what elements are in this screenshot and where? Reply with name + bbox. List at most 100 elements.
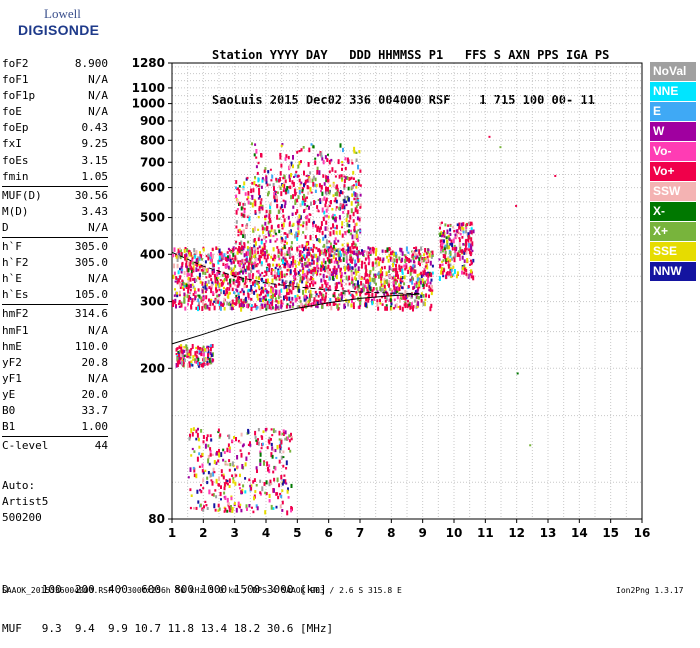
echo-point [354, 268, 357, 273]
echo-point [220, 304, 223, 307]
echo-point [196, 276, 199, 280]
y-tick-label: 1000 [132, 97, 165, 111]
echo-point [257, 177, 260, 183]
echo-point [283, 184, 286, 189]
echo-point [258, 184, 261, 188]
echo-point [243, 253, 246, 258]
echo-point [263, 461, 265, 466]
echo-point [274, 430, 277, 433]
echo-point [307, 162, 310, 167]
echo-point [268, 304, 271, 310]
echo-point [331, 167, 334, 172]
echo-point [236, 199, 239, 204]
param-value: 0.43 [81, 121, 109, 135]
echo-point [466, 239, 469, 242]
echo-point [445, 272, 448, 275]
echo-point [395, 255, 398, 259]
echo-point [343, 185, 346, 190]
echo-point [240, 432, 243, 437]
echo-point [192, 466, 195, 470]
echo-point [172, 302, 175, 307]
echo-point [352, 240, 355, 246]
echo-point [453, 244, 456, 247]
param-row: B1 1.00 [2, 419, 108, 435]
echo-point [364, 264, 367, 270]
echo-point [277, 495, 280, 500]
echo-point [238, 276, 241, 281]
echo-point [299, 186, 302, 190]
echo-point [204, 290, 207, 294]
echo-point [296, 305, 299, 308]
echo-point [238, 242, 241, 245]
echo-point [470, 237, 473, 242]
x-tick-label: 7 [356, 526, 364, 540]
echo-point [320, 278, 323, 283]
echo-point [270, 442, 273, 447]
echo-point [281, 184, 284, 188]
echo-point [441, 242, 443, 247]
echo-point [389, 274, 391, 278]
echo-point [191, 298, 194, 303]
echo-point [251, 265, 254, 270]
echo-point [415, 249, 418, 252]
echo-point [228, 287, 231, 291]
echo-point [324, 234, 327, 239]
echo-point [190, 363, 193, 367]
echo-point [264, 215, 266, 218]
echo-point [333, 200, 336, 203]
echo-point [444, 254, 447, 260]
echo-point [309, 282, 311, 288]
echo-point [334, 282, 337, 286]
echo-point [264, 289, 267, 293]
echo-point [301, 263, 304, 268]
echo-point [441, 248, 444, 253]
echo-point [240, 212, 243, 217]
echo-point [300, 160, 302, 164]
echo-point [299, 183, 302, 186]
echo-point [306, 264, 309, 268]
echo-point [360, 280, 363, 286]
echo-point [279, 152, 282, 156]
echo-point [417, 301, 420, 306]
echo-point [218, 293, 221, 297]
echo-point [252, 480, 255, 484]
echo-point [175, 305, 177, 309]
echo-point [233, 283, 236, 287]
echo-point [244, 262, 247, 265]
echo-point [350, 201, 353, 206]
echo-point [267, 298, 270, 304]
echo-point [310, 275, 313, 280]
echo-point [367, 298, 370, 303]
echo-point [343, 199, 346, 204]
param-value: 314.6 [74, 307, 108, 321]
echo-point [213, 305, 216, 311]
echo-point [340, 297, 343, 301]
echo-point [220, 291, 222, 295]
echo-point [182, 282, 185, 286]
echo-point [186, 352, 189, 355]
echo-point [236, 276, 239, 280]
echo-point [278, 444, 281, 449]
echo-point [251, 249, 254, 255]
echo-point [191, 447, 194, 451]
echo-point [296, 199, 299, 203]
echo-point [211, 270, 214, 275]
echo-point [200, 490, 203, 494]
echo-point [279, 154, 282, 160]
echo-point [236, 208, 239, 211]
echo-point [430, 250, 433, 253]
echo-point [416, 249, 419, 252]
echo-point [317, 294, 320, 298]
echo-point [286, 290, 288, 296]
echo-point [363, 276, 366, 280]
echo-point [352, 294, 354, 299]
echo-point [413, 282, 416, 286]
echo-point [182, 286, 184, 290]
echo-point [463, 267, 466, 272]
echo-point [356, 234, 358, 239]
echo-point [285, 460, 288, 466]
echo-point [290, 437, 293, 441]
echo-point [458, 231, 461, 235]
echo-point [398, 266, 401, 270]
echo-point [314, 281, 317, 285]
